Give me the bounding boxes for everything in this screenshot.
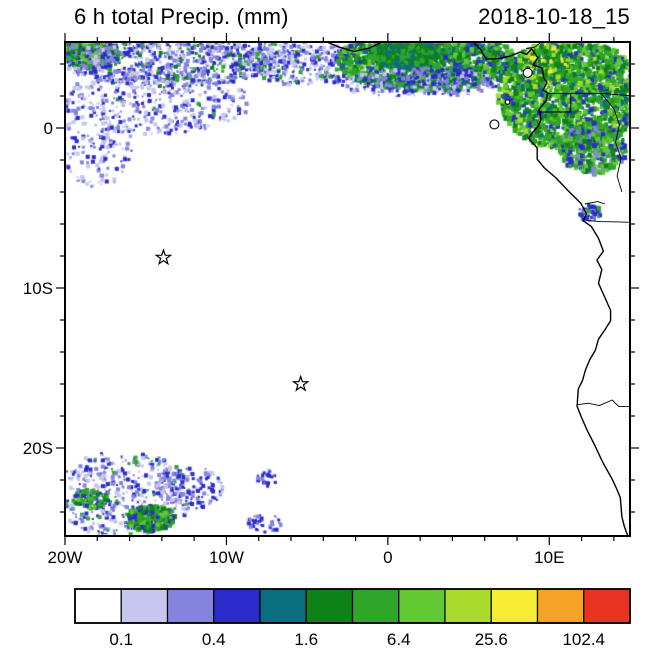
y-tick-label-0: 0: [44, 119, 53, 138]
colorbar-swatch-6: [351, 588, 400, 624]
colorbar-label-25.6: 25.6: [475, 630, 508, 649]
x-tick-label-0: 0: [383, 548, 392, 567]
colorbar-swatch-0: [74, 588, 122, 624]
colorbar-swatch-5: [305, 588, 354, 624]
border-cabinda-north: [584, 201, 606, 205]
y-tick-label-10S: 10S: [23, 279, 53, 298]
x-tick-label-20W: 20W: [48, 548, 83, 567]
colorbar-label-6.4: 6.4: [387, 630, 411, 649]
colorbar: [74, 588, 631, 624]
colorbar-outline: [74, 588, 631, 624]
island-bioko: [522, 67, 533, 78]
colorbar-label-1.6: 1.6: [294, 630, 318, 649]
colorbar-swatch-8: [444, 588, 492, 624]
coastline-gulf-of-guinea-ghana-coast: [325, 42, 384, 53]
colorbar-swatch-7: [398, 588, 446, 624]
y-tick-label-20S: 20S: [23, 439, 53, 458]
border-angola-namibia: [577, 399, 630, 407]
plot-timestamp: 2018-10-18_15: [478, 4, 630, 29]
colorbar-swatch-10: [536, 588, 585, 624]
star-marker: [291, 374, 310, 392]
island-principe: [504, 99, 511, 105]
star-marker: [154, 248, 173, 266]
colorbar-swatch-9: [490, 588, 539, 624]
colorbar-label-0.1: 0.1: [109, 630, 133, 649]
axis-ticks: [56, 33, 639, 545]
coastline-africa-west-coast: [472, 42, 629, 536]
border-cameroon-south: [546, 92, 630, 97]
colorbar-label-0.4: 0.4: [202, 630, 226, 649]
map-linework: [325, 42, 630, 536]
border-gabon-congo: [600, 93, 623, 193]
colorbar-swatch-3: [213, 588, 261, 624]
colorbar-label-102.4: 102.4: [562, 630, 605, 649]
x-tick-label-10W: 10W: [209, 548, 244, 567]
colorbar-swatch-1: [120, 588, 169, 624]
border-angola-drc: [586, 220, 630, 223]
colorbar-swatch-11: [583, 588, 631, 624]
colorbar-swatch-2: [166, 588, 215, 624]
colorbar-swatch-4: [259, 588, 307, 624]
plot-title: 6 h total Precip. (mm): [74, 4, 289, 29]
plot-border: [64, 41, 631, 537]
x-tick-label-10E: 10E: [534, 548, 564, 567]
island-sao-tome: [489, 119, 500, 130]
